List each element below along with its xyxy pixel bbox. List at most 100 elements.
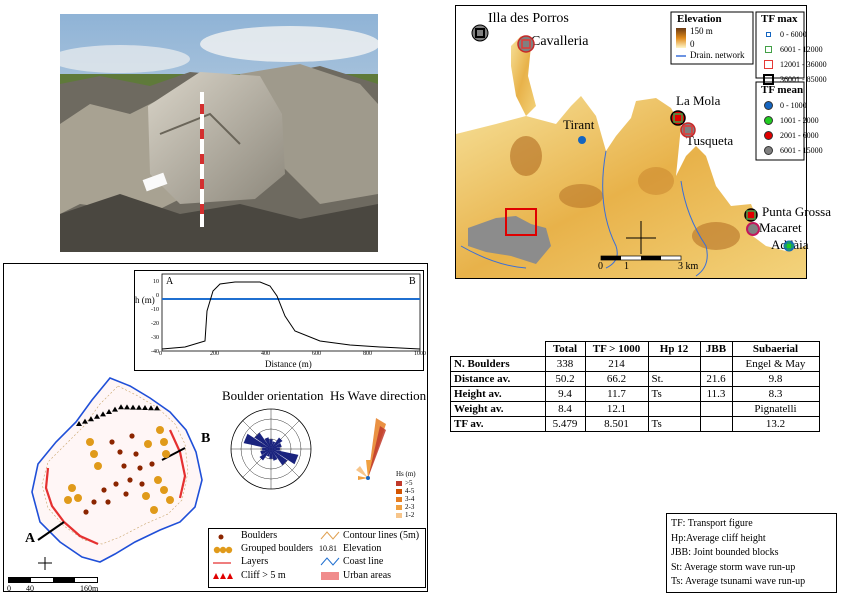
table-row: TF av. 5.479 8.501 Ts 13.2 (450, 416, 820, 432)
profile-label-b: B (409, 276, 416, 287)
rose-petal (265, 447, 271, 451)
cliff-triangle (130, 404, 136, 410)
table-cell: 11.7 (584, 386, 649, 402)
place-tirant: Tirant (563, 117, 595, 132)
scale-end: 3 km (678, 261, 699, 272)
legend-elev-number: 10.81 (319, 544, 337, 553)
cliff-triangle (100, 411, 106, 417)
glossary-item: JBB: Joint bounded blocks (671, 547, 779, 558)
grouped-boulder (144, 440, 152, 448)
table-cell: St. (647, 371, 701, 387)
table-cell: Ts (647, 416, 701, 432)
grouped-boulder (74, 494, 82, 502)
legend-elevation: Elevation (343, 543, 382, 554)
rose-petal (271, 449, 278, 456)
legend-cliff: Cliff > 5 m (241, 570, 286, 581)
swatch-icon (396, 480, 402, 486)
table-cell (699, 401, 733, 417)
site-legend: Boulders Grouped boulders Layers Cliff >… (208, 528, 426, 588)
legend-item: 36001 - 85000 (760, 72, 827, 87)
boulder (117, 449, 123, 455)
rose-petal (265, 439, 271, 449)
table-cell: 5.479 (544, 416, 586, 432)
stats-table: Total TF > 1000 Hp 12 JBB Subaerial N. B… (450, 341, 820, 432)
wave-direction-title: Hs Wave direction (330, 388, 427, 403)
boulder (133, 451, 139, 457)
site-scale-160: 160m (80, 584, 99, 593)
table-header: Hp 12 (647, 341, 701, 357)
table-cell: 11.3 (699, 386, 733, 402)
table-header (450, 341, 546, 357)
table-cell: 12.1 (584, 401, 649, 417)
site-map (20, 372, 215, 570)
profile-ylabel: h (m) (135, 295, 155, 305)
rose-petal (271, 449, 299, 465)
marker-macaret (746, 222, 760, 236)
elevation-legend-title: Elevation (677, 13, 722, 25)
legend-item: 0 - 6000 (760, 27, 827, 42)
table-cell (699, 356, 733, 372)
table-cell: 13.2 (731, 416, 820, 432)
legend-item: 6001 - 15000 (760, 143, 823, 158)
boulder-rose-diagram (226, 404, 316, 494)
table-header: TF > 1000 (584, 341, 649, 357)
rose-petal (271, 444, 274, 449)
glossary-item: Hp:Average cliff height (671, 532, 766, 544)
rose-petal (260, 449, 271, 455)
glossary-item: Ts: Average tsunami wave run-up (671, 576, 806, 587)
profile-chart: A B h (m) Distance (m) 10 0 -10 -20 -30 -40 0… (134, 270, 426, 371)
legend-item: 0 - 1000 (760, 98, 823, 113)
legend-boulders: Boulders (241, 530, 278, 541)
place-la-mola: La Mola (676, 93, 721, 108)
profile-ytick: -10 (151, 307, 159, 313)
boulder (139, 481, 145, 487)
table-cell: 9.8 (731, 371, 820, 387)
place-illa-des-porros: Illa des Porros (488, 11, 569, 26)
profile-xtick: 0 (159, 351, 162, 357)
scale-start: 0 (598, 261, 603, 272)
profile-ytick: -20 (151, 321, 159, 327)
site-scale-40: 40 (26, 584, 34, 593)
rose-petal (268, 449, 271, 454)
square-icon (765, 32, 771, 37)
boulder (129, 433, 135, 439)
grouped-boulder (68, 484, 76, 492)
place-punta-grossa: Punta Grossa (762, 204, 831, 219)
swatch-icon (396, 504, 402, 510)
rose-petal (271, 447, 277, 451)
marker-tirant (578, 136, 586, 144)
cliff-triangle (154, 405, 160, 411)
table-cell: Ts (647, 386, 701, 402)
hs-legend-items: >5 4-5 3-4 2-3 1-2 (396, 479, 414, 519)
legend-layers: Layers (241, 556, 269, 567)
profile-xtick: 400 (261, 351, 270, 357)
swatch-icon (396, 496, 402, 502)
table-cell: TF av. (450, 416, 546, 432)
hs-legend-item: 3-4 (396, 495, 414, 503)
grouped-boulder (90, 450, 98, 458)
legend-item: 1001 - 2000 (760, 113, 823, 128)
circle-icon (763, 131, 773, 140)
table-cell: 8.4 (544, 401, 586, 417)
table-cell (699, 416, 733, 432)
legend-coast: Coast line (343, 556, 384, 567)
grouped-boulder (154, 476, 162, 484)
boulder (149, 461, 155, 467)
table-cell: Pignatelli (731, 401, 820, 417)
site-map-label-a: A (25, 531, 36, 546)
rose-petal (263, 449, 271, 457)
marker-addaia (783, 240, 795, 252)
rose-petal (243, 433, 271, 449)
marker-illa-des-porros (471, 24, 489, 42)
rose-petal (264, 442, 271, 449)
legend-item: 12001 - 36000 (760, 57, 827, 72)
legend-item: 2001 - 6000 (760, 128, 823, 143)
cliff-triangle (106, 409, 112, 414)
table-cell: Weight av. (450, 401, 546, 417)
table-cell: 8.3 (731, 386, 820, 402)
legend-urban: Urban areas (343, 570, 392, 581)
cliff-triangle (82, 418, 88, 424)
hs-legend-item: 4-5 (396, 487, 414, 495)
tf-max-legend-items: 0 - 6000 6001 - 12000 12001 - 36000 36001 -… (760, 27, 827, 87)
legend-contour: Contour lines (5m) (343, 530, 420, 541)
